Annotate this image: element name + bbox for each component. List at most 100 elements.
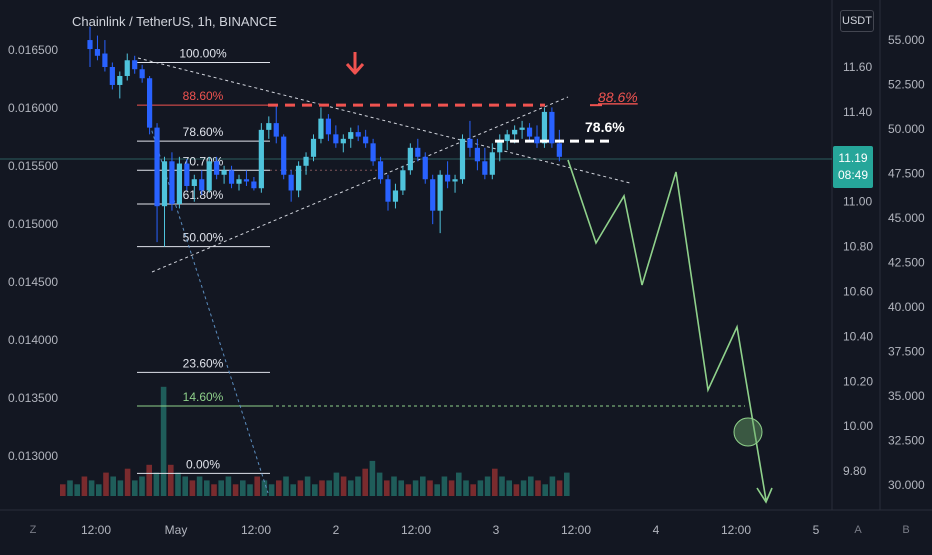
- candle-body: [415, 147, 421, 157]
- candle-body: [512, 129, 518, 135]
- volume-bar: [247, 484, 253, 496]
- volume-bar: [340, 476, 347, 496]
- volume-bar: [434, 484, 440, 496]
- support-annotation: 78.6%: [585, 119, 625, 135]
- left-axis-tick: 0.013500: [8, 391, 58, 405]
- currency-label[interactable]: USDT: [840, 10, 874, 32]
- volume-bar: [520, 480, 527, 496]
- price-axis-tick: 10.40: [843, 329, 873, 343]
- candle-body: [370, 143, 376, 162]
- left-axis-tick: 0.016000: [8, 101, 58, 115]
- volume-bar: [110, 476, 116, 496]
- candle-body: [474, 147, 480, 162]
- volume-bar: [506, 480, 512, 496]
- volume-bar: [513, 484, 520, 496]
- left-axis-tick: 0.016500: [8, 43, 58, 57]
- volume-bar: [276, 480, 282, 496]
- volume-bar: [81, 476, 88, 496]
- volume-bar: [204, 480, 210, 496]
- right-axis-tick: 32.500: [888, 434, 925, 448]
- current-price-value: 11.19: [838, 151, 868, 165]
- upper-trendline: [137, 57, 631, 184]
- volume-bar: [153, 472, 160, 496]
- price-axis-tick: 10.20: [843, 374, 873, 388]
- candle-body: [184, 163, 190, 186]
- symbol-header: Chainlink / TetherUS, 1h, BINANCE: [72, 14, 277, 29]
- left-axis-tick: 0.014500: [8, 275, 58, 289]
- volume-bar: [124, 468, 131, 496]
- volume-bar: [254, 476, 260, 496]
- volume-bar: [535, 480, 541, 496]
- current-price-tag: 11.19 08:49: [833, 146, 873, 188]
- candle-body: [251, 181, 257, 189]
- volume-bar: [391, 476, 397, 496]
- time-axis-tick: 2: [333, 523, 340, 537]
- candle-body: [243, 179, 250, 182]
- candle-body: [117, 75, 123, 85]
- candle-body: [445, 174, 451, 182]
- candle-body: [94, 49, 101, 56]
- volume-bar: [290, 484, 296, 496]
- zoom-button[interactable]: Z: [29, 524, 37, 536]
- candle-body: [296, 165, 302, 191]
- candle-body: [199, 179, 205, 191]
- candle-body: [333, 134, 339, 144]
- candle-body: [355, 132, 361, 137]
- candle-body: [169, 161, 175, 204]
- volume-bar: [146, 464, 152, 496]
- candle-body: [124, 60, 130, 76]
- fib-trend-line: [149, 124, 269, 494]
- candle-body: [377, 161, 384, 180]
- right-axis-tick: 47.500: [888, 167, 925, 181]
- time-axis-tick: May: [165, 523, 188, 537]
- price-axis-tick: 11.40: [843, 105, 872, 119]
- candle-body: [482, 161, 488, 175]
- candle-body: [221, 170, 227, 175]
- candle-body: [392, 190, 399, 202]
- price-axis-tick: 9.80: [843, 464, 867, 478]
- fib-level-label: 14.60%: [183, 390, 224, 404]
- candle-body: [310, 138, 317, 157]
- candle-body: [534, 136, 540, 144]
- volume-bar: [376, 472, 383, 496]
- time-axis-tick: 12:00: [561, 523, 591, 537]
- bar-countdown: 08:49: [837, 168, 869, 182]
- projection-arrow-head: [756, 487, 773, 504]
- candle-body: [228, 170, 235, 184]
- volume-bar: [398, 480, 404, 496]
- volume-bar: [117, 480, 124, 496]
- volume-bar: [319, 480, 325, 496]
- candle-body: [452, 179, 458, 182]
- fib-level-label: 78.60%: [183, 125, 224, 139]
- log-scale-button[interactable]: B: [902, 524, 910, 536]
- time-axis-tick: 12:00: [401, 523, 431, 537]
- fib-level-label: 70.70%: [183, 154, 224, 168]
- candle-body: [303, 156, 309, 166]
- left-axis-tick: 0.015500: [8, 159, 58, 173]
- auto-scale-button[interactable]: A: [854, 524, 862, 536]
- candle-body: [191, 179, 197, 186]
- time-axis-tick: 5: [813, 523, 820, 537]
- candle-body: [519, 127, 525, 130]
- volume-bar: [427, 480, 433, 496]
- price-axis-tick: 10.80: [843, 240, 873, 254]
- left-axis-tick: 0.015000: [8, 217, 58, 231]
- right-axis-tick: 30.000: [888, 478, 925, 492]
- volume-bar: [182, 476, 188, 496]
- volume-bar: [218, 480, 224, 496]
- right-axis-tick: 45.000: [888, 211, 925, 225]
- volume-bar: [232, 484, 239, 496]
- volume-bar: [441, 476, 448, 496]
- volume-bar: [448, 480, 455, 496]
- time-axis-tick: 3: [493, 523, 500, 537]
- volume-bar: [348, 480, 354, 496]
- volume-bar: [312, 484, 318, 496]
- candle-body: [154, 127, 160, 207]
- candle-body: [266, 123, 272, 130]
- volume-bar: [175, 472, 181, 496]
- price-axis-tick: 10.00: [843, 419, 873, 433]
- candle-body: [497, 141, 503, 153]
- volume-bar: [304, 476, 311, 496]
